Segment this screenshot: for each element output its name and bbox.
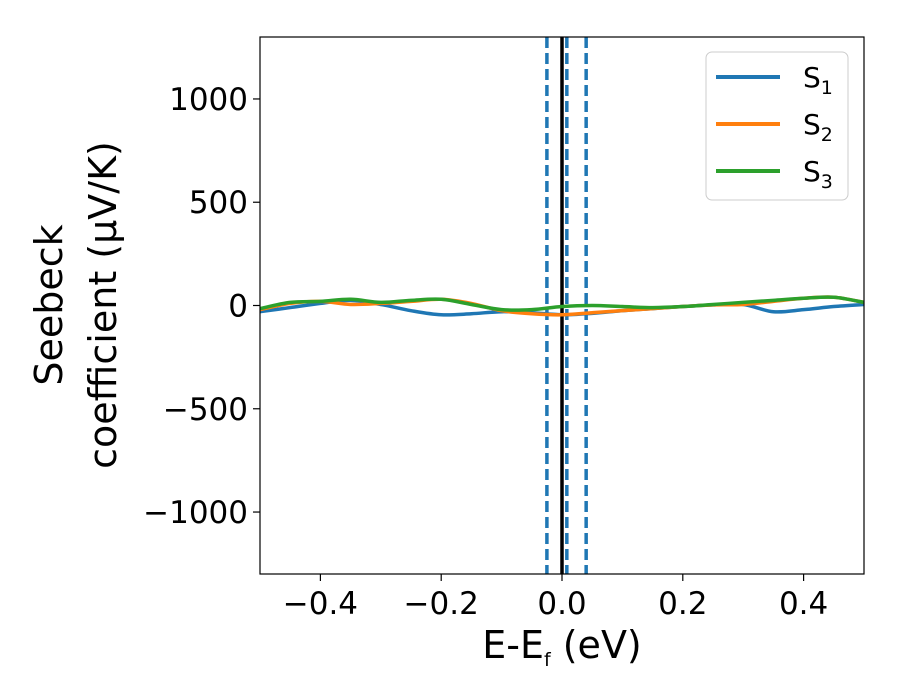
x-tick-label-2: 0.0 [537, 586, 586, 622]
x-tick-label-4: 0.4 [779, 586, 828, 622]
legend-label-3: S3 [803, 155, 833, 193]
y-axis-label-line2: coefficient (μV/K) [81, 141, 125, 469]
y-tick-label-1: −500 [163, 392, 248, 428]
legend: S1 S2 S3 [705, 51, 849, 201]
y-tick-label-4: 1000 [169, 82, 248, 118]
y-axis-label: Seebeck coefficient (μV/K) [27, 141, 125, 469]
legend-label-1: S1 [803, 61, 833, 99]
x-axis-label: E-Ef (eV) [482, 623, 642, 671]
series-group [260, 295, 864, 317]
y-axis-label-line1: Seebeck [27, 224, 71, 385]
y-tick-label-0: −1000 [143, 495, 248, 531]
x-tick-label-0: −0.4 [283, 586, 358, 622]
x-axis: −0.4 −0.2 0.0 0.2 0.4 [283, 574, 828, 622]
legend-label-2: S2 [803, 108, 833, 146]
x-tick-label-3: 0.2 [658, 586, 707, 622]
y-tick-label-3: 500 [189, 185, 248, 221]
y-axis: −1000 −500 0 500 1000 [143, 82, 260, 531]
y-tick-label-2: 0 [228, 289, 248, 325]
x-tick-label-1: −0.2 [404, 586, 479, 622]
series-line-3 [260, 295, 864, 312]
